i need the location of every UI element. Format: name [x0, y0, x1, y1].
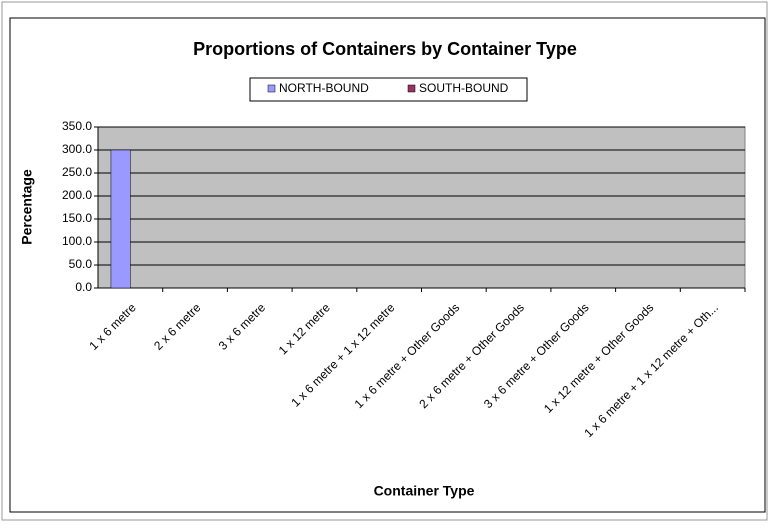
- y-tick-label: 200.0: [62, 188, 92, 202]
- y-axis-title: Percentage: [19, 169, 35, 245]
- y-tick-label: 250.0: [62, 165, 92, 179]
- x-axis-title: Container Type: [374, 483, 475, 499]
- y-tick-label: 350.0: [62, 119, 92, 133]
- y-tick-label: 0.0: [75, 280, 92, 294]
- legend-label: SOUTH-BOUND: [419, 81, 509, 95]
- legend-swatch: [267, 84, 276, 93]
- bar: [110, 149, 131, 289]
- legend-label: NORTH-BOUND: [279, 81, 369, 95]
- y-tick-label: 300.0: [62, 142, 92, 156]
- y-tick-label: 150.0: [62, 211, 92, 225]
- chart-title: Proportions of Containers by Container T…: [193, 39, 577, 59]
- y-tick-label: 50.0: [69, 257, 93, 271]
- y-tick-label: 100.0: [62, 234, 92, 248]
- legend: [249, 77, 528, 102]
- plot-area: [97, 126, 746, 289]
- legend-swatch: [407, 84, 416, 93]
